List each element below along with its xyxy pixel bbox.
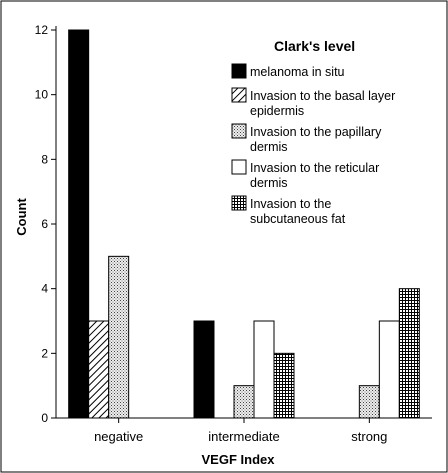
legend-label: Invasion to the papillary dermis	[250, 125, 382, 154]
x-tick-label: negative	[94, 429, 143, 444]
y-axis-title: Count	[14, 198, 29, 236]
bars-group	[68, 29, 420, 419]
y-tick-label: 6	[41, 217, 48, 231]
bar	[193, 320, 215, 419]
bar	[68, 29, 90, 419]
bar	[88, 320, 110, 419]
y-tick-label: 12	[35, 23, 49, 37]
legend-title: Clark's level	[274, 38, 355, 54]
y-tick-label: 0	[41, 411, 48, 425]
bar	[108, 255, 130, 419]
bar	[378, 320, 400, 419]
y-tick-label: 8	[41, 152, 48, 166]
bar	[253, 320, 275, 419]
axes-group: 0 2 4 6 8 10 12 negative intermediate strong	[35, 23, 432, 444]
legend-swatch	[231, 63, 247, 79]
legend-swatch	[231, 123, 247, 139]
x-tick-label: intermediate	[208, 429, 280, 444]
x-axis-title: VEGF Index	[202, 452, 276, 467]
legend-label: Invasion to the subcutaneous fat	[250, 197, 346, 226]
bar	[233, 385, 255, 419]
bar	[273, 352, 295, 419]
legend-swatch	[231, 87, 247, 103]
legend-swatch	[231, 159, 247, 175]
legend-label: Invasion to the basal layer epidermis	[250, 89, 395, 118]
legend-label: melanoma in situ	[250, 65, 345, 79]
y-tick-label: 10	[35, 88, 49, 102]
legend-label: Invasion to the reticular dermis	[250, 161, 379, 190]
bar	[358, 385, 380, 419]
legend-swatch	[231, 195, 247, 211]
legend: Clark's level melanoma in situ Invasion t…	[231, 38, 395, 226]
x-tick-label: strong	[351, 429, 387, 444]
y-tick-label: 4	[41, 282, 48, 296]
y-tick-label: 2	[41, 346, 48, 360]
bar	[398, 288, 420, 419]
